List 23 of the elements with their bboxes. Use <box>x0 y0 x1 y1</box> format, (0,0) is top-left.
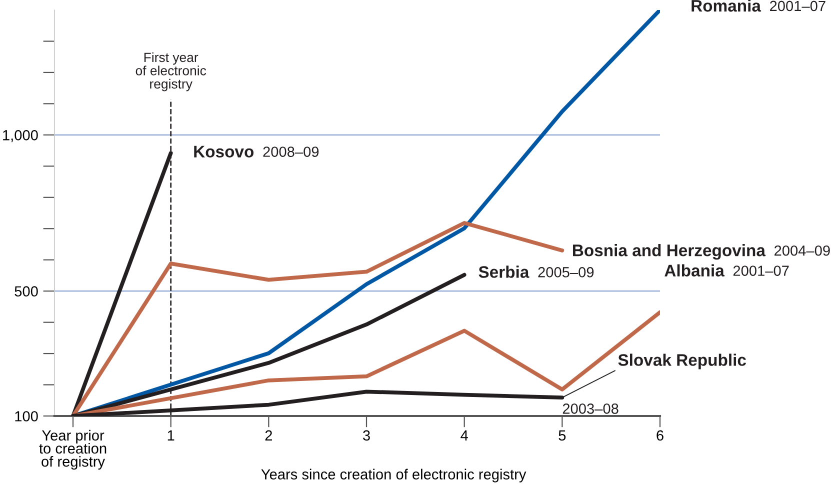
y-tick-label: 100 <box>15 411 38 422</box>
series-label: Kosovo <box>194 146 254 158</box>
x-tick-label: 6 <box>656 430 664 441</box>
x-tick-label: 3 <box>363 430 370 441</box>
x-tick-label: 5 <box>558 430 566 441</box>
x-axis-title: Years since creation of electronic registry <box>261 468 526 482</box>
x-tick-label: 2 <box>265 430 272 440</box>
series-label: Bosnia and Herzegovina <box>573 244 766 260</box>
text: 2001–07 <box>770 0 826 12</box>
y-tick-label: 1,000 <box>3 130 38 142</box>
ref-line-label: First year of electronic registry <box>136 52 206 92</box>
series-label: Serbia <box>478 266 530 278</box>
text: 2004–09 <box>774 245 830 256</box>
x-tick-label: 1 <box>168 430 174 440</box>
x-tick-label: Year prior to creation of registry <box>39 430 106 470</box>
text: Slovak Republic <box>618 354 746 370</box>
text: 2001–07 <box>733 266 789 276</box>
annotation: 2003–08 <box>562 404 618 414</box>
annotation: 2005–09 <box>538 267 594 278</box>
text: Albania <box>664 264 724 277</box>
x-tick-label: 4 <box>460 430 468 440</box>
annotation: 2008–09 <box>263 146 319 157</box>
y-tick-label: 500 <box>14 286 38 297</box>
